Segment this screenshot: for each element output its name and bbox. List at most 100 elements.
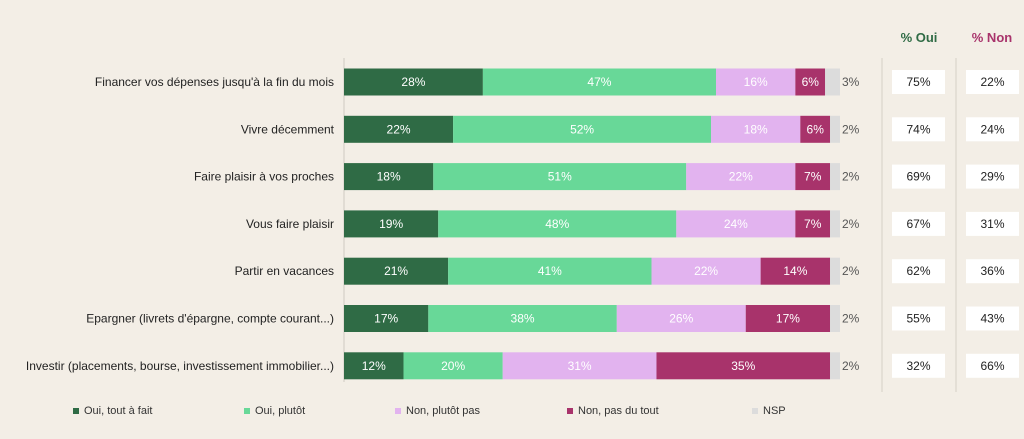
bar-segment bbox=[344, 115, 454, 143]
total-non-value: 24% bbox=[980, 122, 1004, 136]
total-non-value: 22% bbox=[980, 75, 1004, 89]
category-label: Financer vos dépenses jusqu'à la fin du … bbox=[95, 75, 334, 89]
total-oui-value: 69% bbox=[906, 170, 930, 184]
data-label: 2% bbox=[842, 359, 860, 373]
bar-segment bbox=[616, 305, 746, 332]
legend-label: Oui, plutôt bbox=[255, 405, 306, 417]
legend-item: Non, plutôt pas bbox=[395, 405, 480, 417]
bar-segment bbox=[830, 305, 840, 332]
bar-segment bbox=[651, 257, 761, 285]
bar-segment bbox=[686, 163, 796, 191]
legend-swatch bbox=[752, 408, 758, 414]
data-label: 24% bbox=[724, 217, 748, 231]
data-label: 7% bbox=[804, 170, 822, 184]
total-non-box bbox=[966, 164, 1019, 189]
total-oui-value: 62% bbox=[906, 264, 930, 278]
total-oui-box bbox=[892, 306, 945, 331]
legend-label: Non, plutôt pas bbox=[406, 405, 480, 417]
data-label: 17% bbox=[374, 312, 398, 326]
data-label: 2% bbox=[842, 170, 860, 184]
data-label: 48% bbox=[545, 217, 569, 231]
data-label: 52% bbox=[570, 122, 594, 136]
data-label: 6% bbox=[807, 122, 825, 136]
category-label: Partir en vacances bbox=[235, 264, 334, 278]
category-label: Vivre décemment bbox=[241, 122, 335, 136]
total-non-value: 31% bbox=[980, 217, 1004, 231]
bar-segment bbox=[830, 210, 840, 238]
data-label: 20% bbox=[441, 359, 465, 373]
total-oui-value: 75% bbox=[906, 75, 930, 89]
data-label: 7% bbox=[804, 217, 822, 231]
bar-segment bbox=[760, 257, 831, 285]
total-oui-box bbox=[892, 259, 945, 284]
legend-item: NSP bbox=[752, 405, 786, 417]
legend-label: Oui, tout à fait bbox=[84, 405, 153, 417]
total-non-box bbox=[966, 353, 1019, 378]
data-label: 22% bbox=[694, 264, 718, 278]
data-label: 18% bbox=[744, 122, 768, 136]
bar-segment bbox=[795, 68, 826, 96]
data-label: 2% bbox=[842, 217, 860, 231]
bar-segment bbox=[428, 305, 617, 332]
total-non-box bbox=[966, 211, 1019, 236]
bar-segment bbox=[795, 210, 831, 238]
total-oui-box bbox=[892, 70, 945, 94]
data-label: 51% bbox=[548, 170, 572, 184]
data-label: 35% bbox=[731, 359, 755, 373]
bar-segment bbox=[344, 257, 449, 285]
total-oui-box bbox=[892, 164, 945, 189]
total-oui-value: 32% bbox=[906, 359, 930, 373]
data-label: 14% bbox=[783, 264, 807, 278]
bar-segment bbox=[344, 305, 429, 332]
total-non-value: 43% bbox=[980, 312, 1004, 326]
data-label: 38% bbox=[511, 312, 535, 326]
bar-segment bbox=[344, 68, 483, 96]
data-label: 3% bbox=[842, 75, 860, 89]
legend-swatch bbox=[244, 408, 250, 414]
data-label: 26% bbox=[669, 312, 693, 326]
data-label: 17% bbox=[776, 312, 800, 326]
bar-segment bbox=[433, 163, 687, 191]
legend-label: Non, pas du tout bbox=[578, 405, 659, 417]
data-label: 41% bbox=[538, 264, 562, 278]
legend-item: Oui, plutôt bbox=[244, 405, 305, 417]
bar-segment bbox=[745, 305, 831, 332]
total-oui-box bbox=[892, 353, 945, 378]
data-label: 2% bbox=[842, 312, 860, 326]
bar-segment bbox=[716, 68, 796, 96]
data-label: 47% bbox=[587, 75, 611, 89]
data-label: 2% bbox=[842, 122, 860, 136]
total-non-value: 36% bbox=[980, 264, 1004, 278]
legend-item: Oui, tout à fait bbox=[73, 405, 152, 417]
bar-segment bbox=[711, 115, 801, 143]
data-label: 19% bbox=[379, 217, 403, 231]
legend-swatch bbox=[567, 408, 573, 414]
bar-segment bbox=[795, 163, 831, 191]
bar-segment bbox=[453, 115, 712, 143]
bar-segment bbox=[344, 352, 404, 380]
total-oui-value: 67% bbox=[906, 217, 930, 231]
total-oui-value: 74% bbox=[906, 122, 930, 136]
bar-segment bbox=[800, 115, 831, 143]
total-non-box bbox=[966, 306, 1019, 331]
bar-segment bbox=[830, 257, 840, 285]
total-non-box bbox=[966, 70, 1019, 94]
header-non: % Non bbox=[971, 30, 1013, 45]
total-non-value: 66% bbox=[980, 359, 1004, 373]
bar-segment bbox=[830, 115, 840, 143]
bar-segment bbox=[502, 352, 657, 380]
bar-segment bbox=[448, 257, 652, 285]
header-oui: % Oui bbox=[900, 30, 938, 45]
data-label: 31% bbox=[568, 359, 592, 373]
bar-segment bbox=[830, 163, 840, 191]
bar-segment bbox=[656, 352, 831, 380]
bar-segment bbox=[403, 352, 503, 380]
data-label: 18% bbox=[377, 170, 401, 184]
bar-segment bbox=[830, 352, 840, 380]
data-label: 22% bbox=[387, 122, 411, 136]
total-non-box bbox=[966, 117, 1019, 142]
data-label: 22% bbox=[729, 170, 753, 184]
category-label: Investir (placements, bourse, investisse… bbox=[26, 359, 334, 373]
legend-item: Non, pas du tout bbox=[567, 405, 659, 417]
legend-swatch bbox=[395, 408, 401, 414]
